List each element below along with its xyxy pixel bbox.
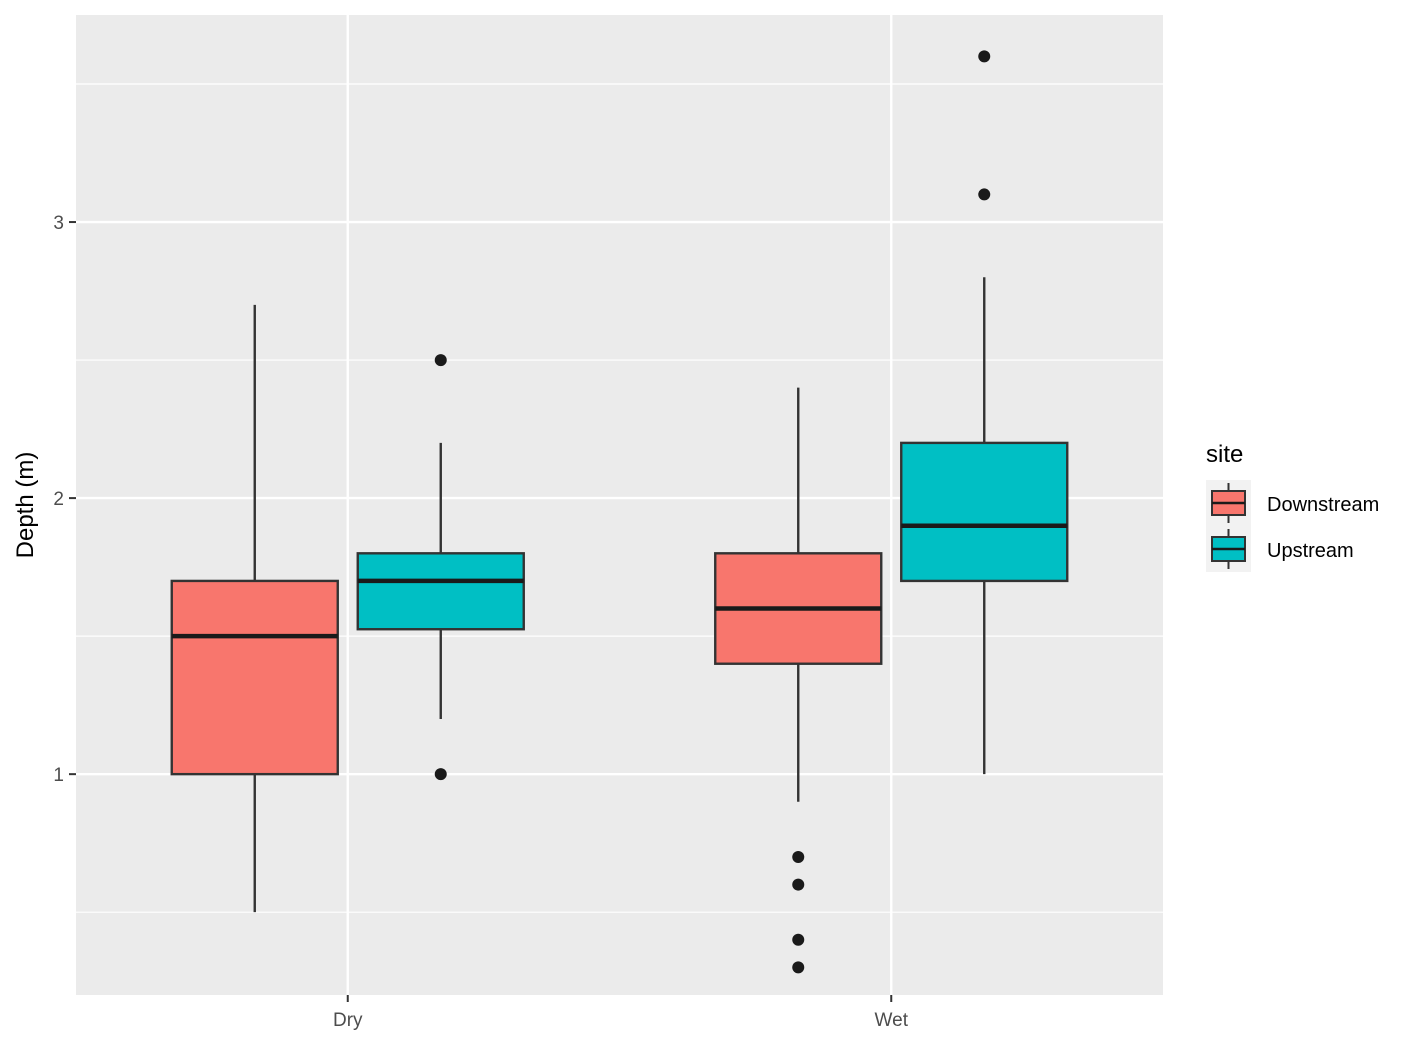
box-downstream-wet: [714, 387, 883, 974]
legend: site Downstream Upstream: [1206, 441, 1379, 572]
y-axis: 1 2 3: [53, 213, 76, 786]
outlier-downstream-wet-3: [792, 961, 805, 974]
boxes: [170, 50, 1069, 974]
outlier-upstream-wet-1: [978, 188, 991, 201]
outlier-upstream-dry-0: [434, 354, 447, 367]
x-axis: Dry Wet: [333, 995, 909, 1031]
outlier-upstream-wet-0: [978, 50, 991, 63]
box-upstream-wet: [900, 50, 1069, 775]
outlier-downstream-wet-2: [792, 933, 805, 946]
legend-item-upstream: Upstream: [1211, 529, 1354, 569]
box-rect-downstream-dry: [170, 579, 339, 776]
y-tick-label-2: 3: [53, 213, 64, 234]
outlier-downstream-wet-1: [792, 878, 805, 891]
box-rect-upstream-dry: [356, 552, 525, 631]
legend-label-upstream: Upstream: [1267, 540, 1354, 562]
box-rect-upstream-wet: [900, 441, 1069, 583]
x-tick-label-0: Dry: [333, 1010, 363, 1031]
box-downstream-dry: [170, 304, 339, 913]
x-tick-label-1: Wet: [875, 1010, 909, 1031]
outlier-downstream-wet-0: [792, 850, 805, 863]
outlier-upstream-dry-1: [434, 768, 447, 781]
legend-label-downstream: Downstream: [1267, 494, 1379, 516]
y-tick-label-0: 1: [53, 765, 64, 786]
legend-item-downstream: Downstream: [1211, 483, 1379, 523]
legend-title: site: [1206, 441, 1243, 468]
box-upstream-dry: [356, 354, 525, 781]
y-tick-label-1: 2: [53, 489, 64, 510]
y-axis-title: Depth (m): [12, 452, 39, 559]
legend-items: Downstream Upstream: [1211, 483, 1379, 569]
